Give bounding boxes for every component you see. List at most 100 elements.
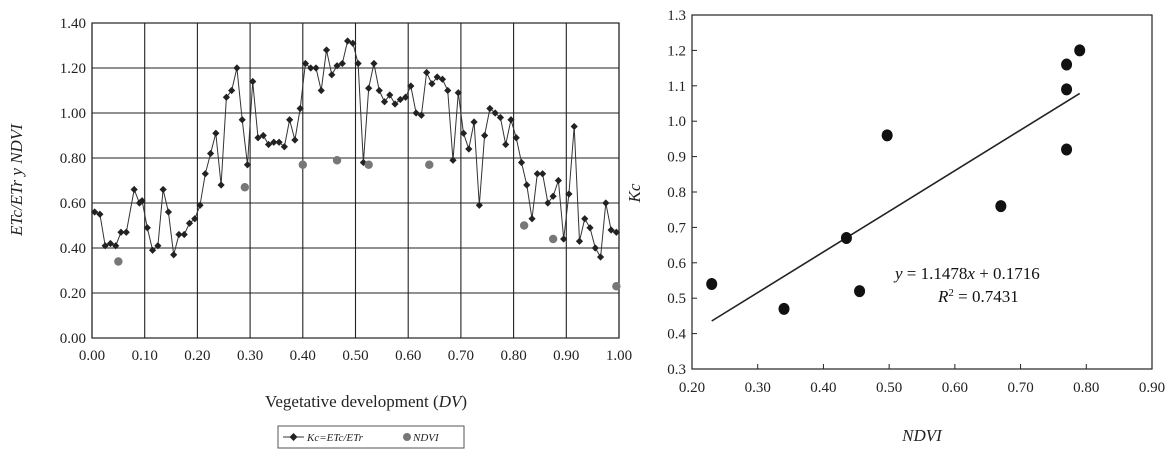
- kc-data-point: [291, 136, 299, 144]
- right-y-tick-label: 0.9: [667, 150, 686, 166]
- ndvi-data-point: [425, 160, 434, 169]
- kc-data-point: [191, 215, 199, 223]
- left-y-tick-label: 1.00: [60, 106, 86, 122]
- right-x-tick-label: 0.30: [745, 380, 771, 396]
- right-x-axis-label: NDVI: [901, 426, 943, 445]
- kc-data-point: [238, 116, 246, 124]
- kc-data-point: [312, 64, 320, 72]
- kc-data-point: [575, 237, 584, 245]
- right-x-tick-label: 0.90: [1139, 380, 1165, 396]
- kc-data-point: [328, 71, 336, 79]
- kc-data-point: [254, 134, 262, 142]
- left-x-tick-label: 0.00: [79, 348, 105, 364]
- kc-data-point: [106, 239, 115, 248]
- kc-data-point: [449, 156, 457, 164]
- left-x-tick-label: 0.50: [342, 348, 368, 364]
- kc-data-point: [565, 190, 573, 198]
- kc-data-point: [275, 138, 283, 146]
- kc-data-point: [138, 197, 146, 205]
- kc-data-point: [428, 80, 436, 88]
- right-x-tick-label: 0.60: [942, 380, 968, 396]
- kc-data-point: [581, 215, 589, 223]
- left-y-tick-label: 0.40: [60, 241, 86, 257]
- left-x-tick-label: 0.90: [553, 348, 579, 364]
- kc-data-point: [264, 140, 273, 149]
- kc-data-point: [249, 77, 257, 86]
- left-plot-frame: [91, 22, 620, 339]
- right-x-tick-label: 0.50: [876, 380, 902, 396]
- right-y-tick-label: 0.8: [667, 185, 686, 201]
- left-chart: 0.00 0.20 0.40 0.60 0.80 1.00 1.20 1.40 0.00 0.1…: [7, 16, 632, 449]
- left-y-tick-label: 1.40: [60, 16, 86, 32]
- scatter-data-point: [1061, 143, 1073, 156]
- kc-data-point: [359, 158, 368, 167]
- ndvi-data-point: [364, 160, 373, 169]
- right-plot-frame: [691, 14, 1153, 370]
- right-y-tick-label: 0.7: [667, 220, 686, 236]
- kc-data-point: [170, 251, 178, 259]
- left-x-tick-label: 0.40: [290, 348, 316, 364]
- left-y-tick-label: 1.20: [60, 61, 86, 77]
- left-y-ticks: 0.00 0.20 0.40 0.60 0.80 1.00 1.20 1.40: [60, 16, 86, 347]
- kc-data-point: [538, 170, 547, 178]
- scatter-data-point: [840, 232, 852, 245]
- kc-data-point: [459, 129, 468, 137]
- kc-series-markers: [91, 37, 620, 261]
- kc-data-point: [517, 158, 526, 167]
- scatter-data-point: [1074, 44, 1086, 57]
- kc-data-point: [317, 86, 325, 95]
- legend-ndvi-circle-icon: [403, 433, 411, 441]
- kc-data-point: [386, 91, 394, 99]
- kc-data-point: [270, 138, 278, 146]
- kc-data-point: [212, 129, 220, 137]
- kc-data-point: [444, 86, 452, 95]
- left-legend: Kc=ETc/ETr NDVI: [277, 425, 465, 449]
- right-x-tick-label: 0.80: [1073, 380, 1099, 396]
- kc-data-point: [343, 37, 352, 45]
- kc-data-point: [481, 131, 489, 140]
- kc-data-point: [322, 46, 331, 54]
- right-y-tick-label: 0.3: [667, 362, 686, 378]
- kc-data-point: [243, 161, 252, 169]
- legend-kc-label: Kc=ETc/ETr: [306, 432, 364, 444]
- right-y-ticks: 0.3 0.4 0.5 0.6 0.7 0.8 0.9 1.0 1.1 1.2 1.3: [667, 8, 697, 378]
- kc-data-point: [96, 210, 104, 218]
- scatter-data-point: [995, 200, 1007, 213]
- legend-ndvi-label: NDVI: [412, 432, 440, 444]
- kc-data-point: [596, 253, 605, 261]
- kc-data-point: [502, 140, 510, 149]
- kc-data-point: [528, 215, 536, 223]
- kc-data-point: [206, 149, 215, 158]
- kc-data-point: [512, 134, 520, 142]
- kc-data-point: [365, 84, 373, 92]
- kc-data-point: [201, 170, 209, 178]
- ndvi-series-markers: [114, 156, 621, 291]
- kc-data-point: [470, 118, 478, 126]
- kc-data-point: [175, 230, 183, 239]
- ndvi-data-point: [240, 183, 250, 192]
- kc-data-point: [122, 228, 130, 236]
- kc-data-point: [475, 201, 483, 209]
- scatter-points: [706, 44, 1086, 315]
- kc-data-point: [101, 242, 109, 250]
- ndvi-data-point: [519, 221, 529, 230]
- kc-data-point: [196, 201, 204, 209]
- legend-kc-diamond-icon: [289, 433, 298, 441]
- kc-data-point: [301, 59, 310, 68]
- left-x-tick-label: 0.80: [500, 348, 526, 364]
- right-x-tick-label: 0.40: [810, 380, 836, 396]
- kc-data-point: [454, 89, 462, 97]
- right-y-tick-label: 0.6: [667, 256, 686, 272]
- right-y-tick-label: 1.1: [667, 79, 686, 95]
- kc-data-point: [486, 104, 494, 113]
- kc-data-point: [433, 73, 441, 81]
- kc-data-point: [143, 224, 151, 232]
- regression-equation: y = 1.1478x + 0.1716: [893, 264, 1040, 283]
- left-x-axis-label: Vegetative development (DV): [265, 392, 467, 411]
- kc-data-point: [130, 185, 138, 194]
- kc-data-point: [159, 185, 167, 194]
- kc-data-point: [333, 62, 341, 70]
- scatter-data-point: [1061, 58, 1073, 71]
- kc-data-point: [465, 145, 473, 153]
- kc-data-point: [423, 68, 431, 77]
